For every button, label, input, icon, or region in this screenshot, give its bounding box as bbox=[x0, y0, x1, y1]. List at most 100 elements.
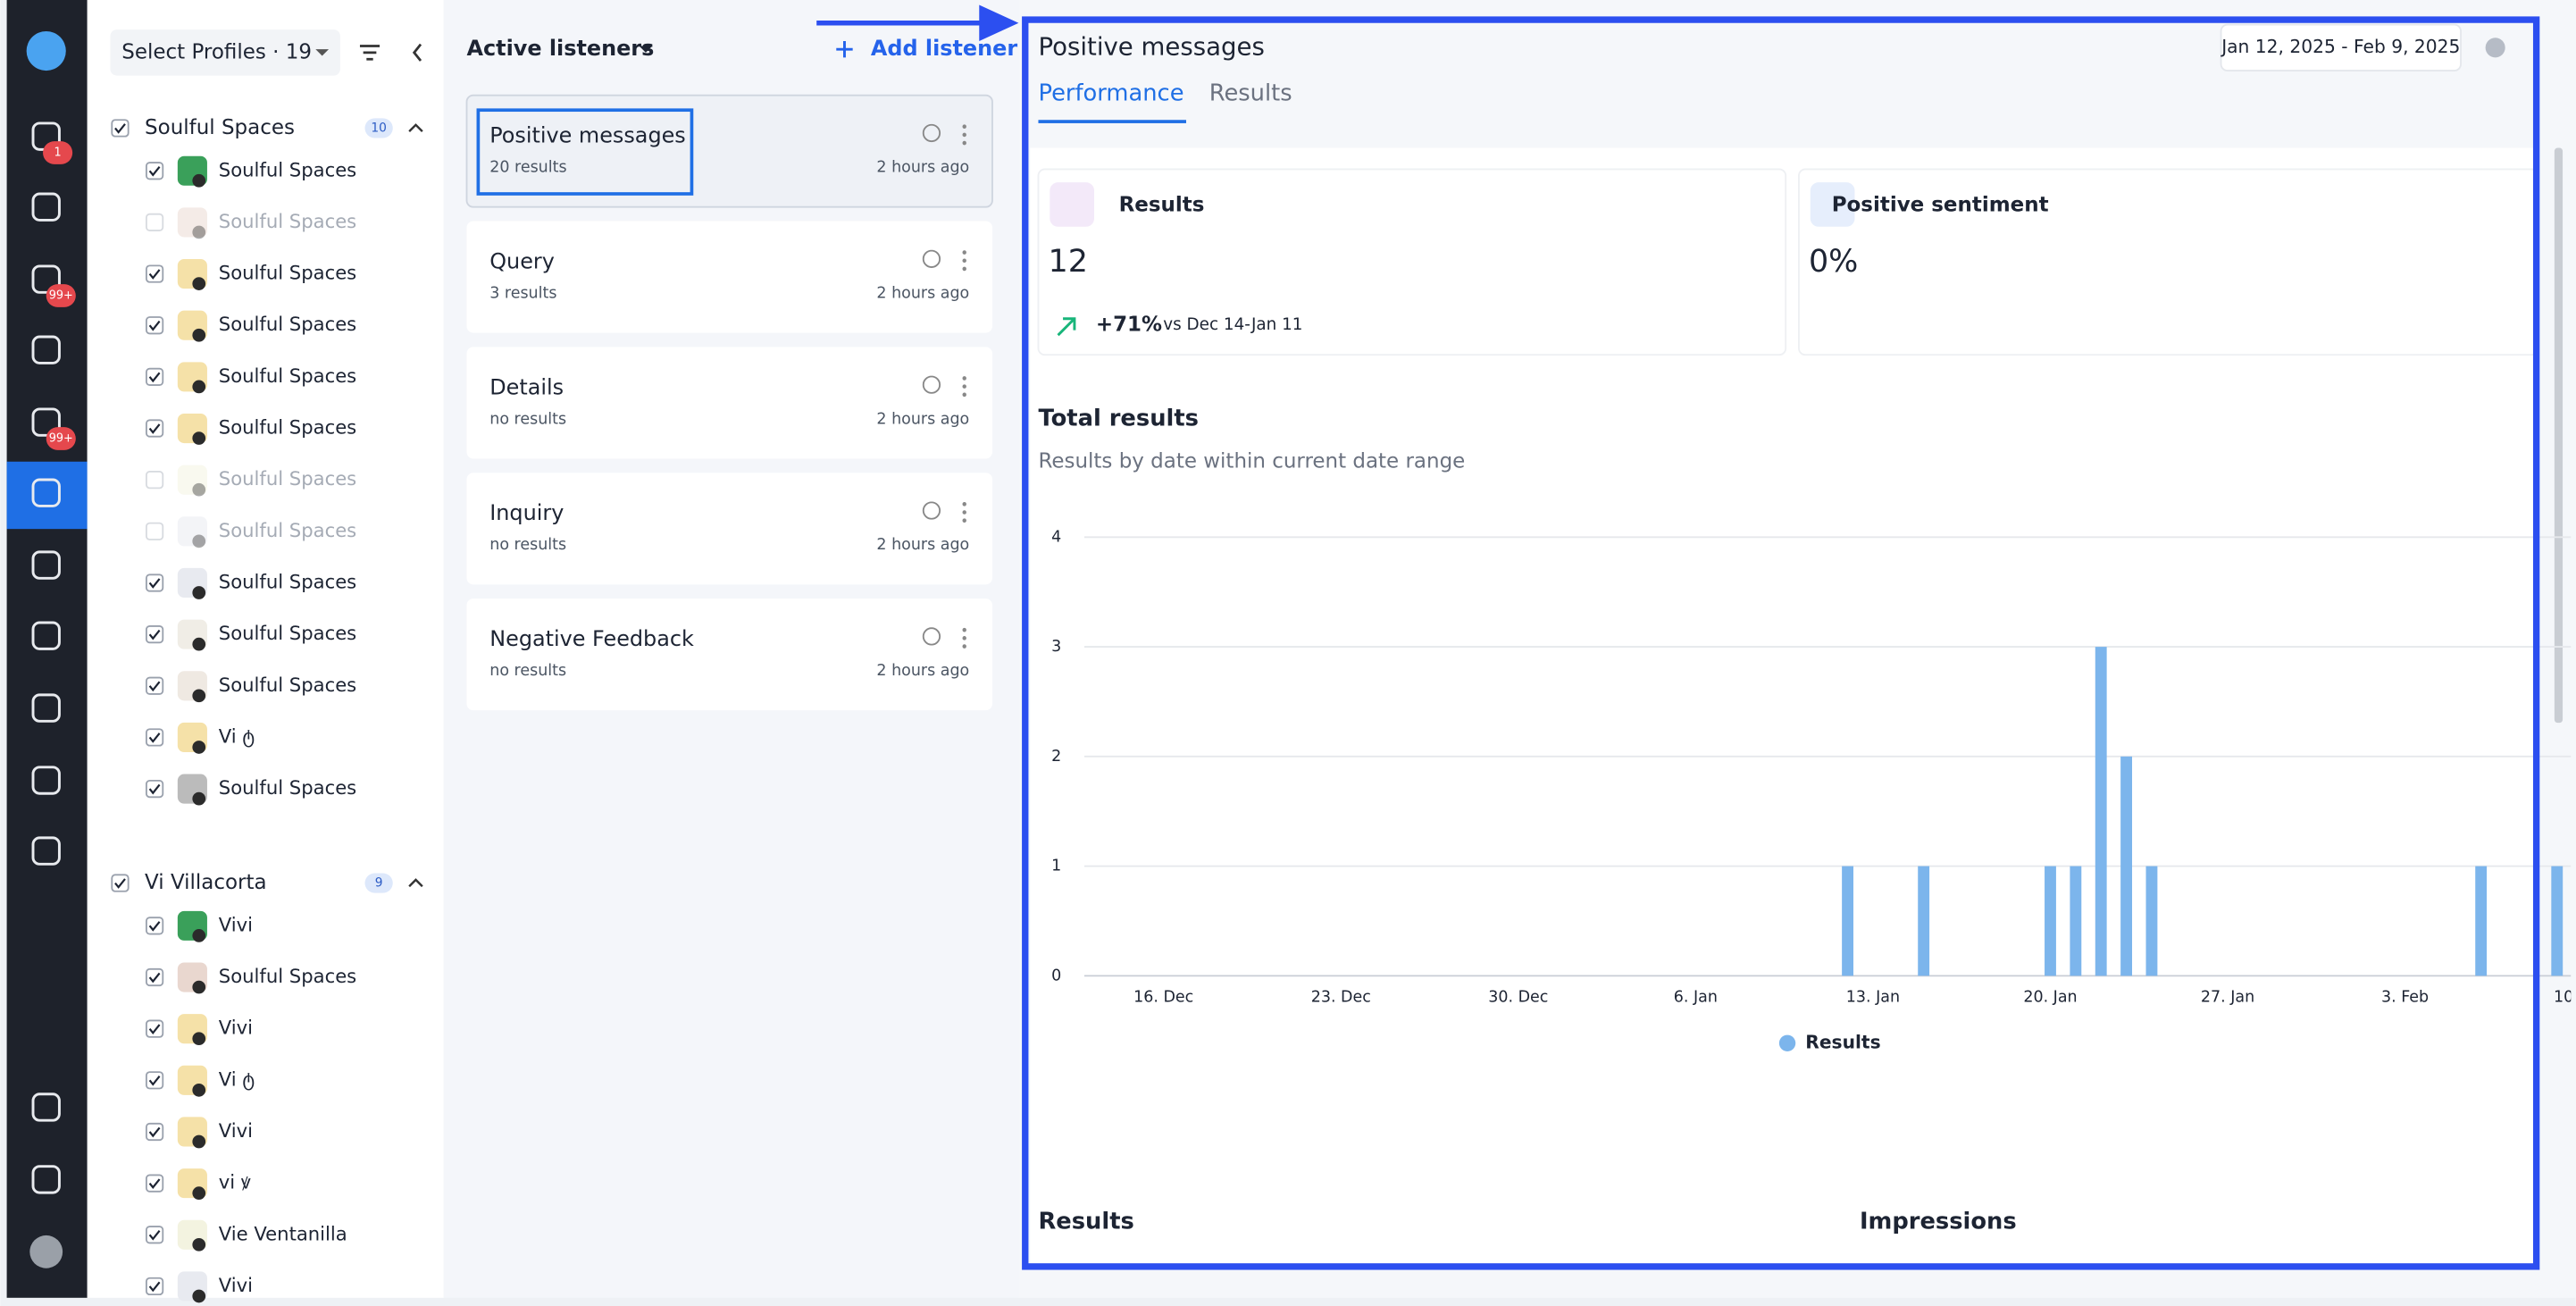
share-icon[interactable] bbox=[922, 501, 941, 520]
tab[interactable]: Performance bbox=[1038, 80, 1183, 106]
profile-name[interactable]: Vi ტ bbox=[219, 724, 255, 747]
nav-icon[interactable] bbox=[31, 550, 61, 580]
checkbox[interactable] bbox=[145, 213, 164, 232]
profile-name[interactable]: Soulful Spaces bbox=[219, 570, 356, 592]
listener-card[interactable] bbox=[466, 221, 992, 333]
nav-icon[interactable] bbox=[31, 766, 61, 795]
listener-card[interactable] bbox=[466, 347, 992, 459]
checkbox[interactable] bbox=[145, 1122, 164, 1142]
profile-name[interactable]: Vivi bbox=[219, 1017, 253, 1039]
checkbox[interactable] bbox=[145, 1071, 164, 1090]
nav-icon[interactable] bbox=[31, 407, 61, 437]
checkbox[interactable] bbox=[145, 625, 164, 644]
listener-count: no results bbox=[489, 410, 566, 428]
checkbox[interactable] bbox=[111, 874, 130, 892]
checkbox[interactable] bbox=[145, 676, 164, 695]
nav-icon[interactable] bbox=[31, 621, 61, 650]
checkmark bbox=[148, 269, 161, 280]
legend-label[interactable]: Results bbox=[1805, 1031, 1880, 1052]
collapse-icon[interactable] bbox=[412, 43, 422, 62]
checkbox[interactable] bbox=[145, 471, 164, 490]
listener-card[interactable] bbox=[465, 94, 993, 208]
share-icon[interactable] bbox=[922, 627, 941, 646]
bar bbox=[2551, 866, 2563, 976]
profile-name[interactable]: Soulful Spaces bbox=[219, 210, 356, 232]
chart-subtitle: Results by date within current date rang… bbox=[1038, 449, 1465, 473]
checkbox[interactable] bbox=[111, 119, 130, 138]
nav-icon[interactable] bbox=[31, 693, 61, 723]
group-count-badge bbox=[364, 873, 393, 893]
profile-selector[interactable] bbox=[110, 29, 340, 76]
share-icon[interactable] bbox=[922, 375, 941, 394]
checkbox[interactable] bbox=[145, 573, 164, 592]
profile-name[interactable]: Soulful Spaces bbox=[219, 416, 356, 439]
profile-name[interactable]: Vivi bbox=[219, 913, 253, 935]
tab[interactable]: Results bbox=[1209, 80, 1292, 106]
profile-name[interactable]: Soulful Spaces bbox=[219, 262, 356, 284]
checkbox[interactable] bbox=[145, 967, 164, 987]
profile-name[interactable]: Vi ტ bbox=[219, 1067, 255, 1090]
checkbox[interactable] bbox=[145, 316, 164, 335]
checkbox[interactable] bbox=[145, 1226, 164, 1244]
checkbox[interactable] bbox=[145, 162, 164, 180]
content: 1 99+ 99+ Select Profiles · 19 Soulful Space… bbox=[29, 23, 2572, 1303]
checkbox[interactable] bbox=[145, 367, 164, 386]
nav-badge bbox=[46, 427, 76, 450]
listener-name: Negative Feedback bbox=[489, 626, 694, 651]
checkbox[interactable] bbox=[145, 419, 164, 438]
metric-label: Results bbox=[1119, 193, 1205, 216]
checkbox[interactable] bbox=[145, 917, 164, 935]
profile-name[interactable]: vi ꝟ bbox=[219, 1171, 251, 1193]
metric-card bbox=[1037, 168, 1787, 356]
nav-icon[interactable] bbox=[31, 335, 61, 364]
profile-name[interactable]: Soulful Spaces bbox=[219, 467, 356, 490]
checkbox[interactable] bbox=[145, 1277, 164, 1296]
profile-name[interactable]: Soulful Spaces bbox=[219, 313, 356, 335]
date-range-box[interactable] bbox=[2220, 23, 2462, 71]
profile-selector-label: Select Profiles · 19 bbox=[121, 40, 312, 63]
nav-icon[interactable] bbox=[31, 192, 61, 222]
profile-avatar bbox=[177, 207, 207, 238]
group-chevron[interactable] bbox=[408, 878, 423, 888]
nav-icon[interactable] bbox=[31, 836, 61, 866]
filter-icon[interactable] bbox=[359, 45, 381, 61]
checkbox[interactable] bbox=[145, 779, 164, 799]
bar bbox=[1918, 866, 1930, 976]
nav-icon[interactable] bbox=[31, 264, 61, 294]
metric-label: Positive sentiment bbox=[1832, 193, 2049, 216]
nav-icon[interactable] bbox=[31, 1093, 61, 1122]
add-listener[interactable]: Add listener bbox=[871, 36, 1017, 61]
network-icon bbox=[192, 1237, 206, 1252]
profile-name[interactable]: Soulful Spaces bbox=[219, 965, 356, 987]
profile-name[interactable]: Soulful Spaces bbox=[219, 674, 356, 696]
metric-value: 12 bbox=[1049, 244, 1088, 280]
checkmark bbox=[148, 733, 161, 743]
profile-name[interactable]: Soulful Spaces bbox=[219, 622, 356, 644]
checkbox[interactable] bbox=[145, 1174, 164, 1193]
checkbox[interactable] bbox=[145, 1019, 164, 1038]
listener-card[interactable] bbox=[466, 473, 992, 585]
network-icon bbox=[192, 534, 206, 548]
checkbox[interactable] bbox=[145, 264, 164, 283]
bar bbox=[2120, 756, 2133, 976]
metric-value: 0% bbox=[1809, 244, 1858, 280]
nav-icon[interactable] bbox=[31, 478, 61, 507]
profile-name[interactable]: Soulful Spaces bbox=[219, 776, 356, 799]
network-icon bbox=[192, 277, 206, 290]
listener-card[interactable] bbox=[466, 599, 992, 711]
profile-name[interactable]: Vie Ventanilla bbox=[219, 1222, 347, 1244]
share-icon[interactable] bbox=[922, 123, 941, 143]
checkbox[interactable] bbox=[145, 522, 164, 540]
group-chevron[interactable] bbox=[408, 123, 423, 132]
profile-name[interactable]: Soulful Spaces bbox=[219, 364, 356, 387]
profile-name[interactable]: Soulful Spaces bbox=[219, 519, 356, 541]
checkbox[interactable] bbox=[145, 728, 164, 747]
profile-name[interactable]: Vivi bbox=[219, 1119, 253, 1142]
nav-icon[interactable] bbox=[31, 1165, 61, 1194]
info-icon[interactable] bbox=[2485, 38, 2505, 58]
profile-name[interactable]: Soulful Spaces bbox=[219, 158, 356, 180]
listeners-header[interactable]: Active listeners bbox=[467, 36, 655, 61]
share-icon[interactable] bbox=[922, 249, 941, 268]
profile-name[interactable]: Vivi bbox=[219, 1274, 253, 1296]
